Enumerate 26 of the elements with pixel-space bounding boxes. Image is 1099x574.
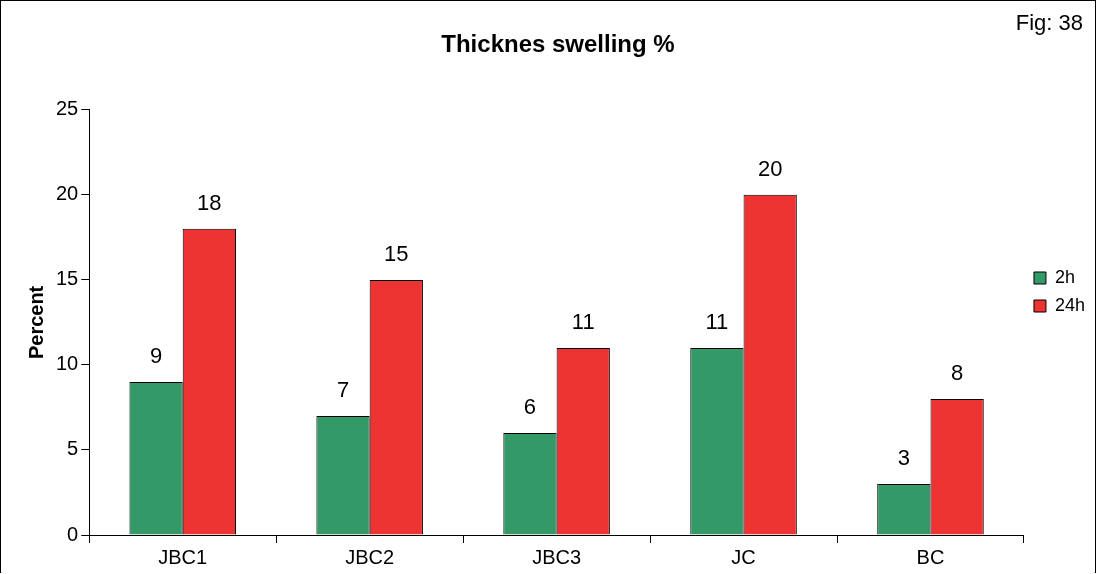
chart-title: Thicknes swelling %: [441, 30, 675, 58]
data-label: 8: [951, 360, 964, 385]
legend-label: 24h: [1054, 294, 1086, 315]
y-tick-label: 15: [56, 267, 79, 290]
data-label: 7: [336, 377, 350, 403]
x-tick-label: JBC1: [158, 545, 208, 568]
y-tick-label: 25: [56, 97, 79, 120]
y-tick-label: 5: [67, 437, 79, 460]
x-tick-label: JC: [731, 545, 756, 568]
data-label: 6: [523, 394, 537, 420]
y-tick-label: 0: [67, 522, 79, 545]
text: Fig: 38: [1015, 10, 1083, 36]
x-tick-label: BC: [916, 545, 945, 568]
y-tick-label: 20: [56, 182, 79, 205]
x-tick-label: JBC2: [345, 545, 395, 568]
data-label: 9: [149, 342, 163, 368]
data-label: 11: [705, 308, 729, 334]
data-label: 11: [571, 308, 595, 334]
data-label: 3: [897, 445, 910, 471]
data-label: 18: [197, 189, 222, 215]
data-label: 15: [384, 240, 409, 266]
y-tick-label: 10: [56, 352, 79, 375]
y-axis-title: Percent: [24, 285, 47, 360]
data-label: 20: [757, 155, 783, 181]
legend-label: 2h: [1054, 266, 1075, 287]
x-tick-label: JBC3: [532, 545, 582, 568]
